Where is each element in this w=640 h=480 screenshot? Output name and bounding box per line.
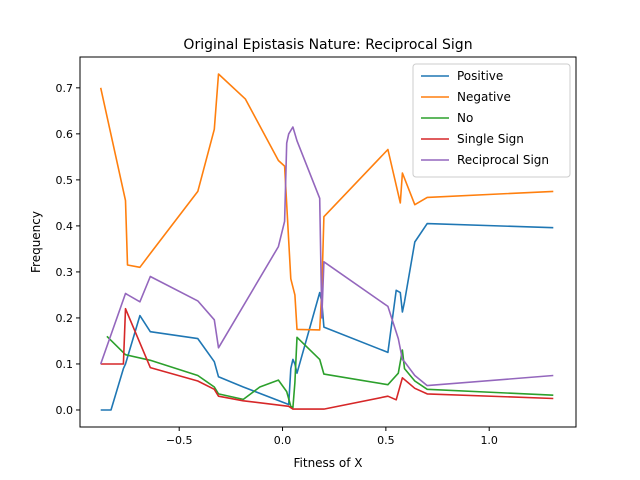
series-line-reciprocal-sign — [99, 126, 554, 387]
y-tick-label: 0.5 — [56, 174, 74, 187]
axis-layer: −0.5 0.0 0.5 1.0 0.0 0.1 0.2 0.3 0.4 0.5 0.6 0.7 — [56, 82, 498, 447]
plot-frame — [79, 56, 577, 428]
y-tick-label: 0.4 — [56, 220, 74, 233]
legend-entry: Reciprocal Sign — [457, 153, 549, 167]
series-line-no — [106, 335, 554, 409]
y-axis-label: Frequency — [29, 211, 43, 273]
series-line-single-sign — [100, 307, 554, 410]
legend-entry: Positive — [457, 69, 503, 83]
x-tick-label: 0.5 — [377, 434, 395, 447]
series-line-negative — [99, 73, 554, 331]
x-tick-label: 0.0 — [274, 434, 292, 447]
legend-entry: Negative — [457, 90, 511, 104]
series-line-positive — [100, 222, 554, 411]
y-tick-label: 0.1 — [56, 358, 74, 371]
x-tick-label: −0.5 — [166, 434, 193, 447]
legend-entry: No — [457, 111, 473, 125]
legend-entry: Single Sign — [457, 132, 524, 146]
legend-box — [412, 63, 571, 178]
y-tick-label: 0.7 — [56, 82, 74, 95]
y-tick-label: 0.3 — [56, 266, 74, 279]
chart-title: Original Epistasis Nature: Reciprocal Si… — [183, 37, 472, 53]
y-tick-label: 0.2 — [56, 312, 74, 325]
legend: Positive Negative No Single Sign Reciprocal … — [412, 63, 571, 178]
y-tick-label: 0.0 — [56, 404, 74, 417]
y-tick-label: 0.6 — [56, 128, 74, 141]
x-axis-label: Fitness of X — [294, 456, 363, 470]
series-layer — [99, 73, 554, 411]
x-tick-label: 1.0 — [480, 434, 498, 447]
